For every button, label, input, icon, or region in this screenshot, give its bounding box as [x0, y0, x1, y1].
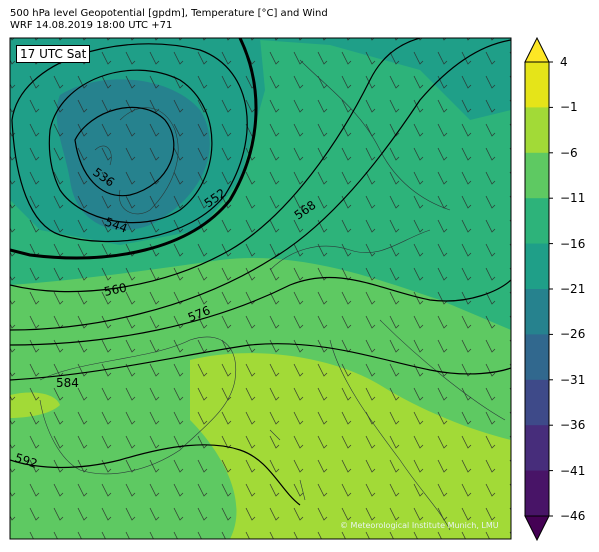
contour-label-584: 584	[56, 376, 79, 390]
contour-labels: 536 544 552 560 568 576 584 592	[13, 165, 318, 471]
colorbar-band	[525, 470, 549, 517]
colorbar-band	[525, 243, 549, 290]
colorbar-tick-label: −26	[560, 327, 586, 342]
contour-536	[74, 106, 175, 197]
geopotential-contours	[10, 38, 511, 506]
colorbar-tick-label: −46	[560, 509, 586, 523]
contour-576	[10, 276, 511, 346]
colorbar-tick-label: −21	[560, 282, 586, 296]
contour-560	[10, 38, 421, 293]
contour-544	[48, 69, 213, 224]
colorbar	[524, 36, 553, 542]
colorbar-band	[525, 379, 549, 426]
contour-552	[11, 43, 248, 243]
contour-592	[10, 444, 301, 506]
title-line-1: 500 hPa level Geopotential [gpdm], Tempe…	[10, 8, 328, 19]
colorbar-band	[525, 107, 549, 154]
copyright-notice: © Meteorological Institute Munich, LMU	[340, 521, 499, 530]
colorbar-band	[525, 289, 549, 335]
colorbar-band	[525, 334, 549, 381]
colorbar-extend-top	[524, 36, 550, 63]
colorbar-tick-label: −6	[560, 145, 578, 160]
contour-584	[10, 343, 511, 381]
colorbar-tick-label: −41	[560, 463, 586, 478]
colorbar-tick-label: −11	[560, 191, 586, 206]
valid-time-label: 17 UTC Sat	[16, 45, 91, 63]
colorbar-band	[525, 152, 549, 199]
contour-568	[10, 39, 511, 331]
colorbar-tick-label: −16	[560, 236, 586, 251]
map-frame	[9, 37, 512, 540]
contour-label-592: 592	[13, 451, 39, 471]
colorbar-tick-label: −36	[560, 418, 586, 433]
colorbar-band	[525, 198, 549, 245]
map-area: 536 544 552 560 568 576 584 592	[10, 38, 511, 539]
colorbar-band	[525, 62, 549, 108]
colorbar-extend-bottom	[524, 515, 550, 542]
colorbar-band	[525, 425, 549, 472]
wind-barbs	[10, 38, 511, 539]
contour-552-bold	[10, 38, 258, 260]
colorbar-tick-label: 4	[560, 55, 568, 69]
colorbar-tick-label: −31	[560, 372, 586, 387]
contour-label-560: 560	[103, 280, 128, 298]
chart-title: 500 hPa level Geopotential [gpdm], Tempe…	[10, 8, 328, 32]
title-line-2: WRF 14.08.2019 18:00 UTC +71	[10, 20, 173, 31]
colorbar-tick-label: −1	[560, 100, 578, 115]
coastlines	[39, 59, 506, 531]
